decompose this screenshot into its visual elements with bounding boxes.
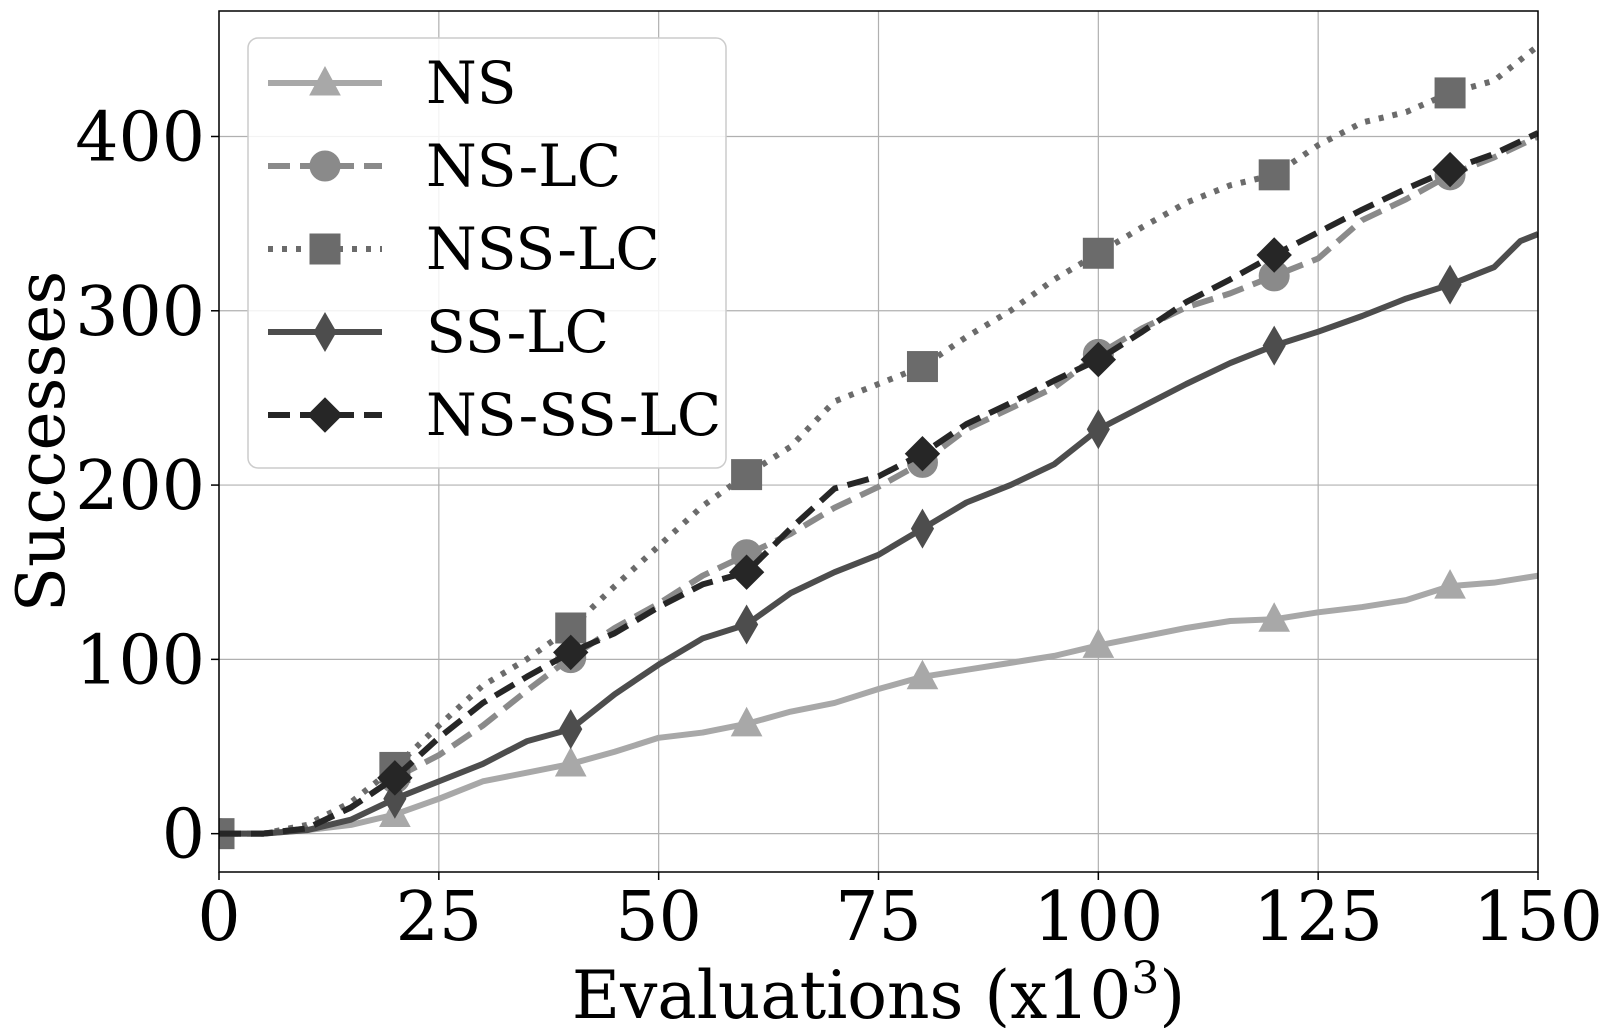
y-tick-label: 300 [75, 273, 205, 352]
marker-legend [307, 397, 343, 433]
y-tick-label: 100 [75, 621, 205, 700]
marker-nss-lc [1082, 237, 1114, 269]
marker-ns [1082, 628, 1115, 658]
marker-ns [1434, 569, 1466, 599]
marker-ss-lc [910, 508, 935, 549]
marker-ns [730, 706, 763, 737]
series-ns [219, 569, 1538, 837]
marker-ns-ss-lc [377, 760, 413, 796]
y-tick-label: 400 [75, 98, 205, 177]
marker-ns [906, 659, 939, 690]
legend-label: NS-LC [426, 132, 621, 200]
marker-ns-ss-lc [1256, 237, 1292, 273]
marker-ns [1258, 602, 1291, 632]
y-axis-label: Successes [3, 271, 80, 612]
legend-box [247, 37, 727, 469]
marker-nss-lc [906, 351, 938, 383]
marker-legend [313, 312, 337, 352]
plot-series [219, 43, 1538, 850]
x-tick-label: 150 [1473, 878, 1600, 957]
marker-nss-lc [731, 459, 763, 491]
x-tick-label: 125 [1253, 878, 1383, 957]
series-ns-ss-lc [219, 130, 1538, 837]
marker-ns-ss-lc [904, 435, 941, 472]
x-tick-label: 75 [835, 878, 922, 957]
marker-nss-lc [1258, 159, 1290, 191]
series-ss-lc [219, 231, 1538, 837]
x-axis-label-base: 10 [1047, 957, 1131, 1028]
marker-legend [309, 150, 341, 182]
marker-ss-lc [559, 709, 583, 750]
marker-ns-ss-lc [728, 554, 765, 590]
series-line [219, 231, 1538, 837]
marker-ns [554, 746, 587, 777]
axis-ticks: 0 25 50 75 100 125 150 0 100 200 300 400 [75, 98, 1600, 957]
x-tick-label: 100 [1033, 878, 1163, 957]
x-axis-label-exponent: 3 [1131, 953, 1159, 1004]
x-tick-label: 50 [615, 878, 702, 957]
marker-nss-lc [1434, 77, 1466, 109]
marker-ns-ss-lc [1080, 341, 1117, 378]
series-line [219, 130, 1538, 837]
y-tick-label: 0 [162, 796, 205, 875]
marker-ss-lc [735, 604, 759, 645]
marker-legend [309, 233, 341, 265]
legend-label: SS-LC [426, 298, 609, 366]
x-axis-label-close: ) [1159, 957, 1185, 1028]
x-axis-label-text: Evaluations (x [572, 957, 1047, 1028]
x-axis-label: Evaluations (x103) [572, 953, 1185, 1028]
y-tick-label: 200 [75, 447, 205, 526]
legend-label: NS-SS-LC [426, 381, 721, 449]
series-line [219, 133, 1538, 837]
x-tick-label: 25 [396, 878, 483, 957]
series-line [219, 572, 1538, 837]
legend-label: NS [426, 49, 516, 117]
marker-ns-ss-lc [553, 634, 589, 671]
marker-ss-lc [1086, 409, 1110, 450]
marker-legend [309, 65, 341, 96]
marker-ss-lc [1438, 264, 1462, 305]
marker-ss-lc [1262, 325, 1286, 366]
legend-label: NSS-LC [426, 215, 660, 283]
series-line [219, 43, 1538, 837]
legend: NS NS-LC NSS-LC SS-LC NS-SS-LC [247, 37, 727, 469]
marker-ns-ss-lc [1432, 151, 1468, 188]
x-tick-label: 0 [197, 878, 240, 957]
